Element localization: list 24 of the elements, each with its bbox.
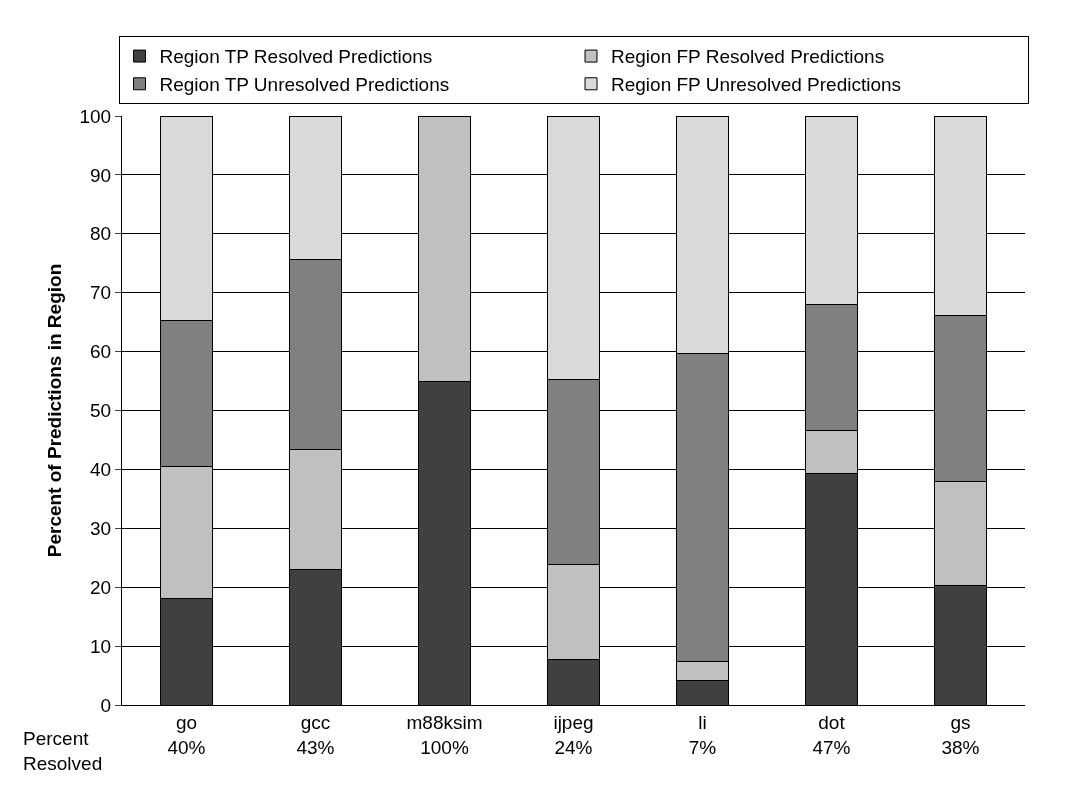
x-tick-label: m88ksim 100% [406,711,483,758]
legend-label: Region FP Unresolved Predictions [611,74,902,96]
x-tick-label: li 7% [688,711,717,758]
legend-label: Region FP Resolved Predictions [611,46,885,68]
y-tick-label: 50 [90,400,112,422]
y-tick-label: 100 [79,105,112,127]
y-axis-title: Percent of Predictions in Region [44,263,66,558]
x-tick-label: ijpeg 24% [553,711,594,758]
x-tick-label: gs 38% [941,711,980,758]
y-tick-label: 30 [90,517,112,539]
x-tick-label: dot 47% [812,711,851,758]
x-tick-label: gcc 43% [296,711,335,758]
y-tick-label: 90 [90,164,112,186]
legend-label: Region TP Unresolved Predictions [159,74,450,96]
y-tick-label: 0 [100,694,112,716]
y-tick-label: 10 [90,635,112,657]
text: Percent Resolved [23,728,103,774]
y-tick-label: 40 [90,459,112,481]
y-tick-label: 80 [90,223,112,245]
x-tick-label: go 40% [167,711,206,758]
y-tick-label: 60 [90,341,112,363]
y-tick-label: 70 [90,282,112,304]
legend-label: Region TP Resolved Predictions [159,46,433,68]
y-tick-label: 20 [90,576,112,598]
